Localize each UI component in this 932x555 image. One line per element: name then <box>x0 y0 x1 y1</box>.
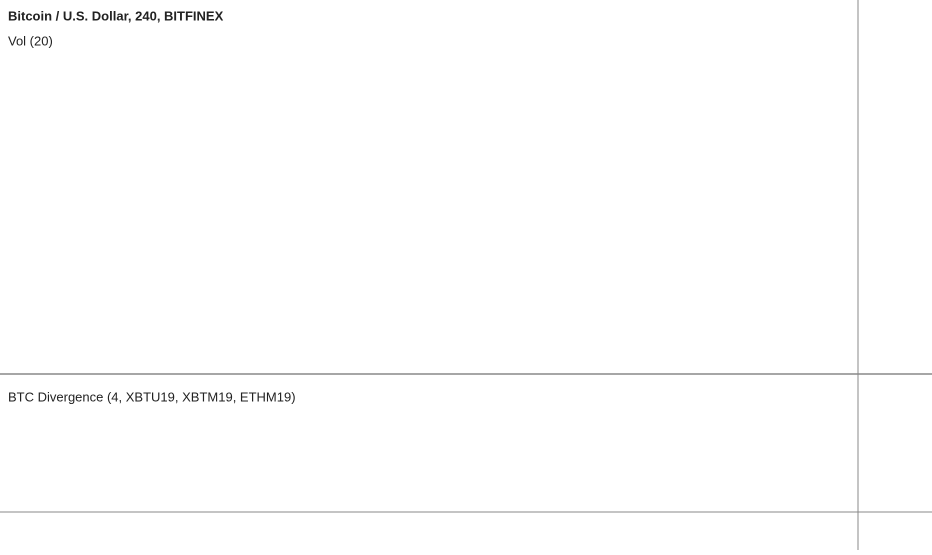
volume-title: Vol (20) <box>8 33 53 48</box>
chart-title: Bitcoin / U.S. Dollar, 240, BITFINEX <box>8 8 224 23</box>
indicator-title: BTC Divergence (4, XBTU19, XBTM19, ETHM1… <box>8 389 296 404</box>
